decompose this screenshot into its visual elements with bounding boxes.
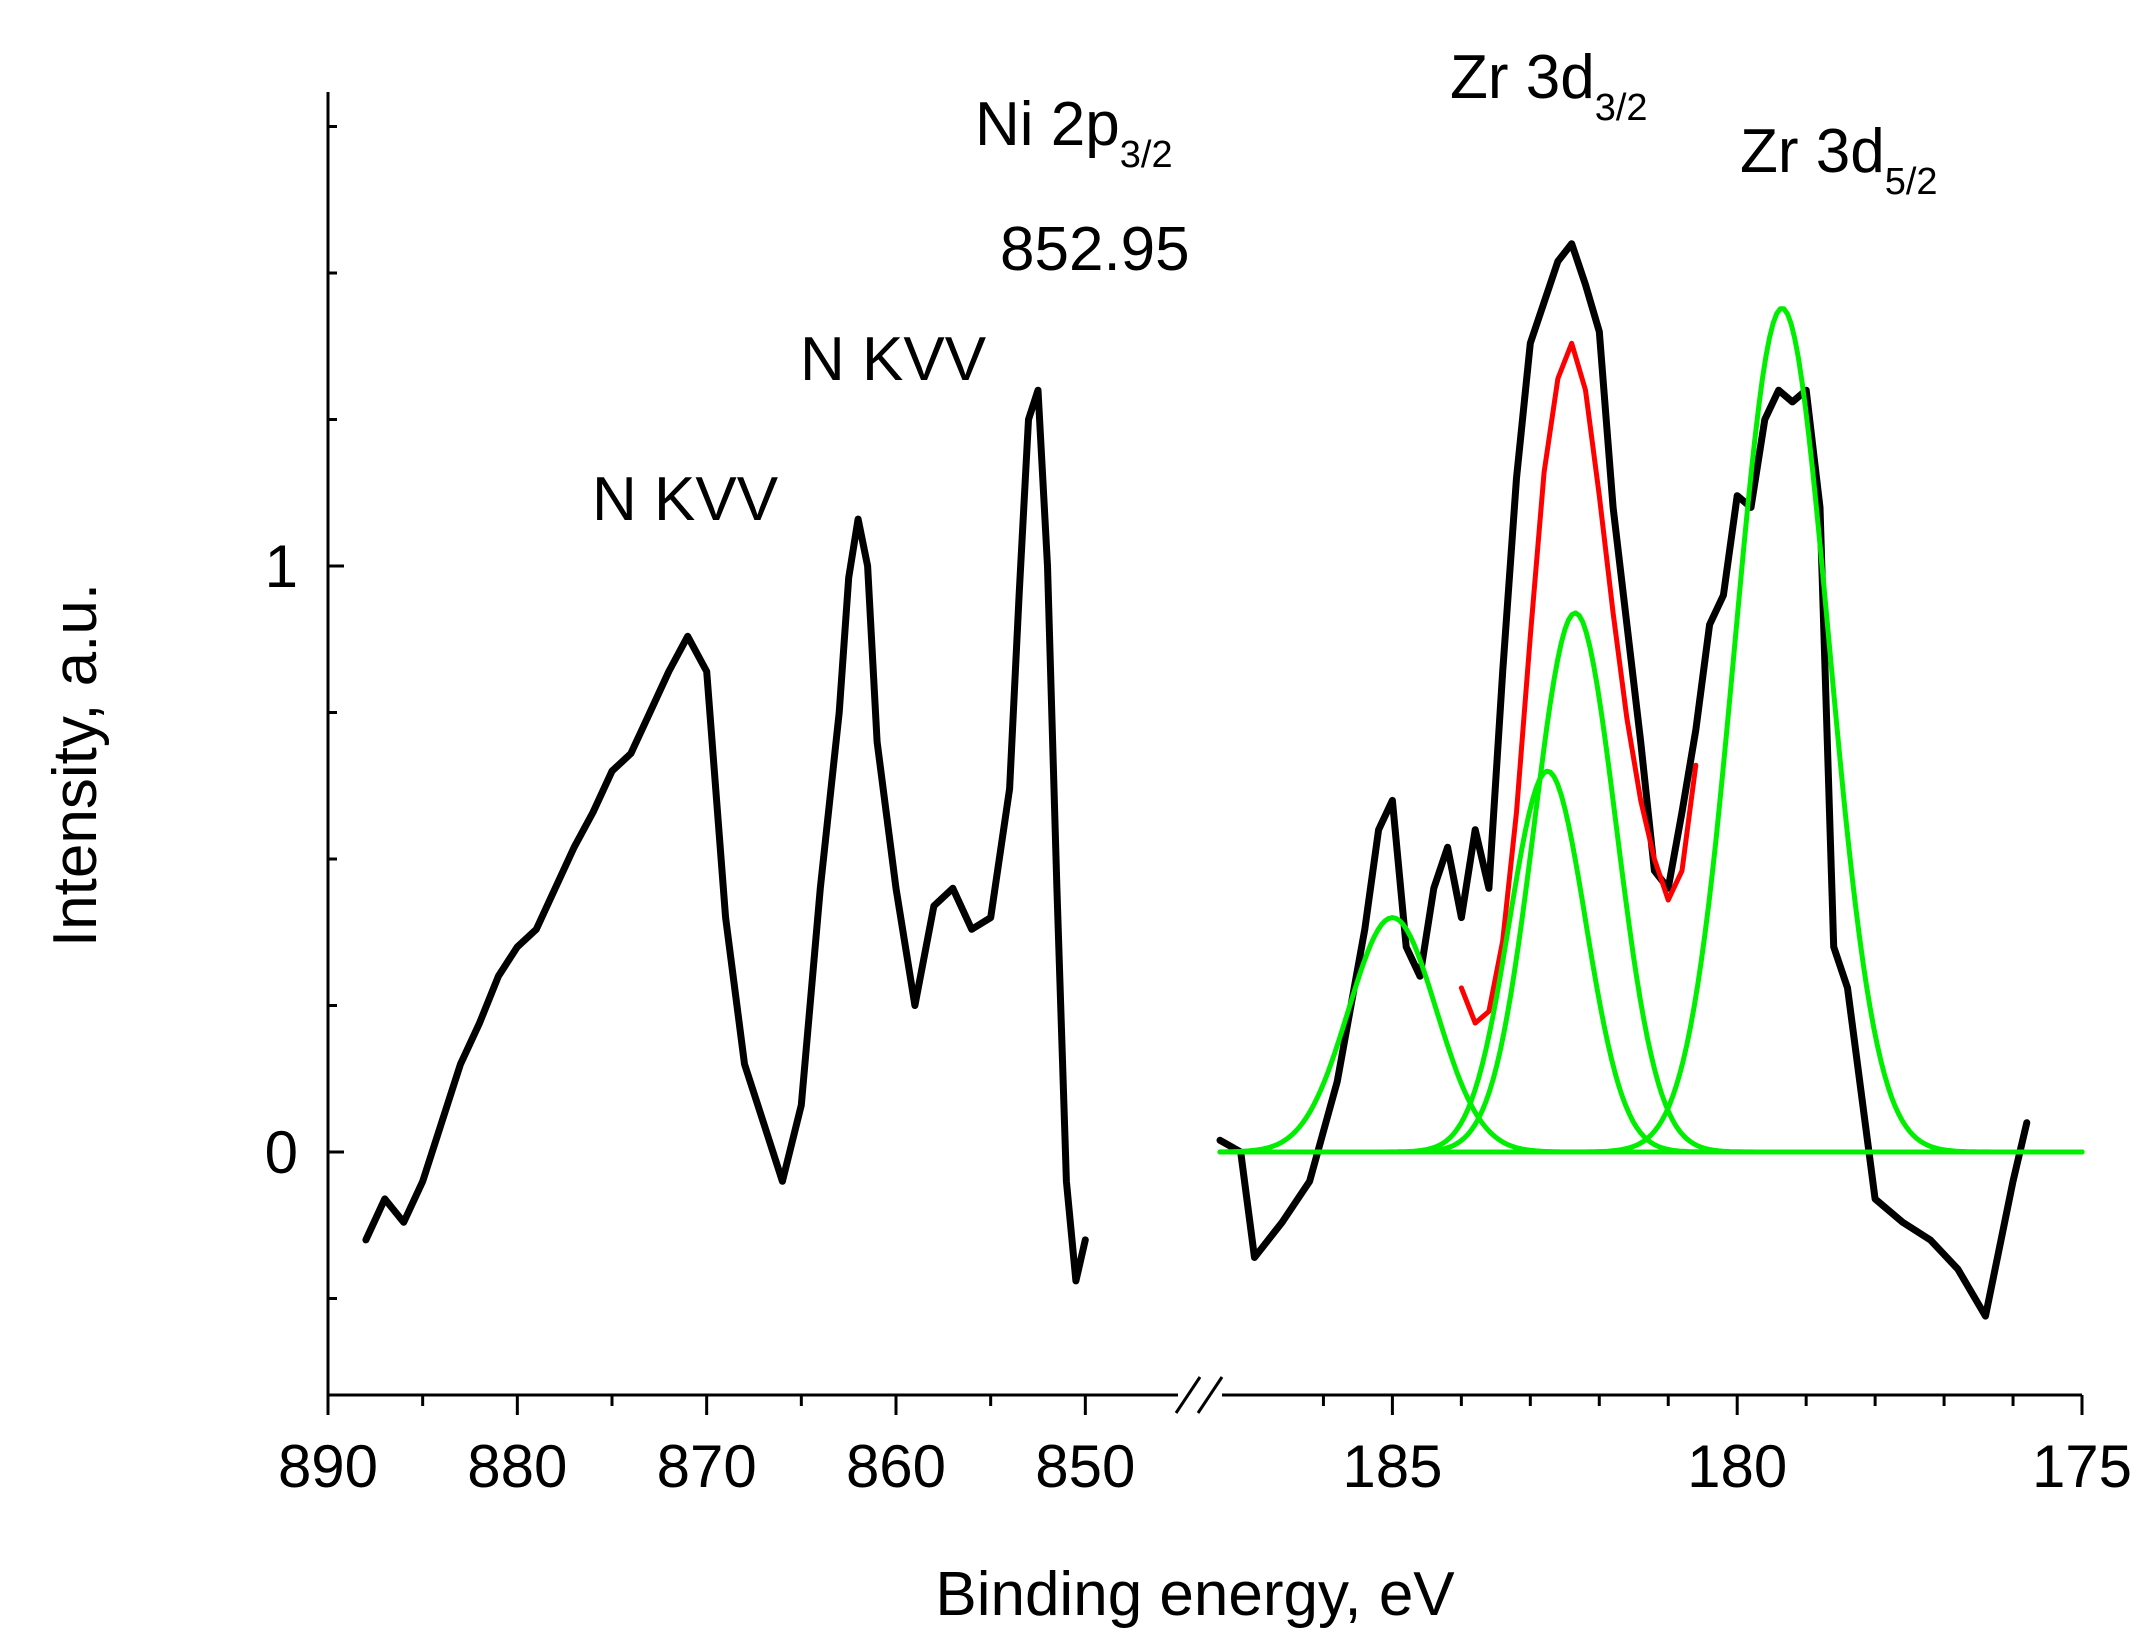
x-tick-label: 890 (278, 1433, 378, 1500)
series-line-component-182-3-ev (1217, 610, 2085, 1155)
x-tick-label: 175 (2032, 1433, 2132, 1500)
x-tick-label: 850 (1035, 1433, 1135, 1500)
annotation-nkvv1: N KVV (592, 465, 779, 534)
y-tick-label: 0 (265, 1119, 298, 1186)
series-line-component-185-0-ev (1217, 915, 2085, 1155)
series-line-component-179-3-ev (1217, 306, 2085, 1155)
y-tick-label: 1 (265, 533, 298, 600)
x-tick-label: 180 (1687, 1433, 1787, 1500)
series-layer (362, 240, 2085, 1320)
axis-break-mark (1174, 1376, 1202, 1414)
annotation-ni2p: Ni 2p3/2 (975, 90, 1173, 176)
annotation-zr3d32: Zr 3d3/2 (1450, 43, 1648, 129)
y-axis-title: Intensity, a.u. (41, 583, 110, 947)
annotation-ni2p-value: 852.95 (1000, 215, 1190, 284)
axes: 0 1 890 880 870 860 850 185 180 175 (265, 92, 2132, 1500)
x-axis-title: Binding energy, eV (935, 1560, 1455, 1629)
axis-break-mark (1196, 1376, 1224, 1414)
annotation-nkvv2: N KVV (800, 325, 987, 394)
x-tick-label: 880 (467, 1433, 567, 1500)
series-line-zr-3d-experimental (1216, 240, 2031, 1320)
annotations: N KVV N KVV Ni 2p3/2 852.95 Zr 3d3/2 Zr 3d5/2 (592, 43, 1938, 534)
series-line-ni-2p-experimental (362, 386, 1089, 1285)
series-line-zr-3d-fit-envelope (1458, 340, 1699, 1026)
annotation-zr3d52: Zr 3d5/2 (1740, 117, 1938, 203)
x-tick-label: 185 (1342, 1433, 1442, 1500)
x-tick-label: 860 (846, 1433, 946, 1500)
x-tick-label: 870 (657, 1433, 757, 1500)
